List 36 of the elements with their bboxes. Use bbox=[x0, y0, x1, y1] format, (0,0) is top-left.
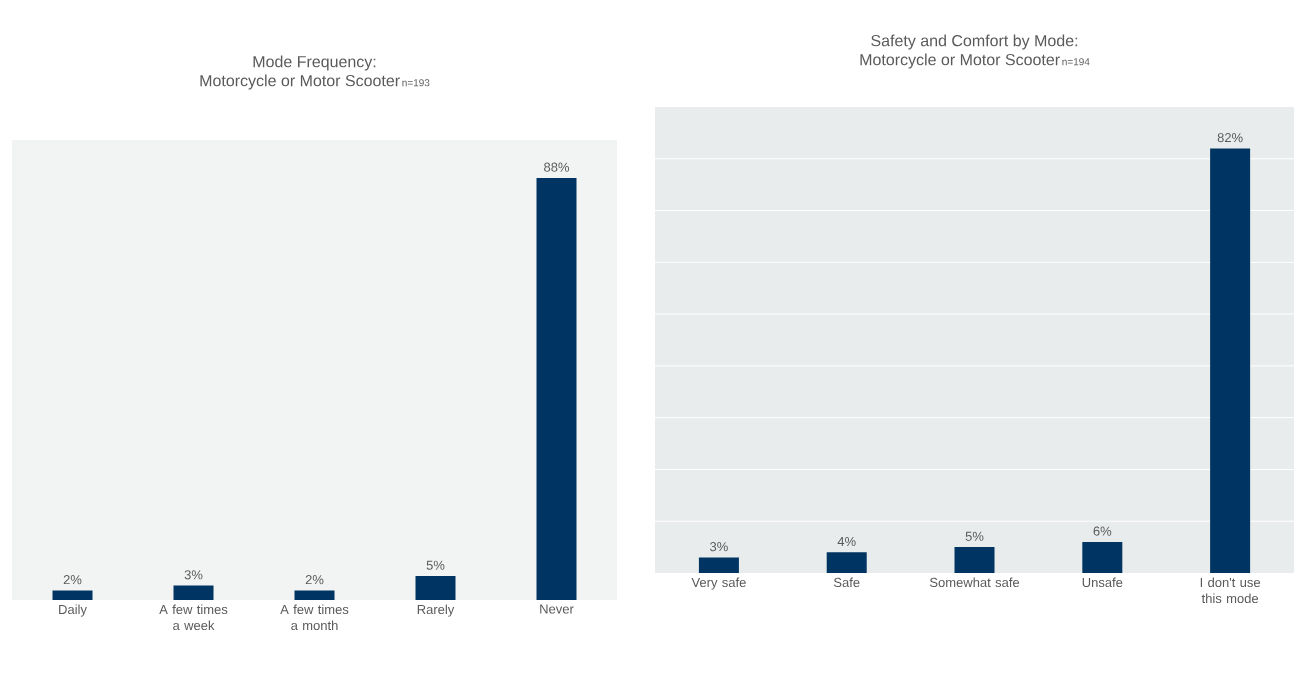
chart-title: Safety and Comfort by Mode: bbox=[871, 34, 1078, 50]
data-label: 3% bbox=[184, 570, 203, 580]
bar bbox=[173, 585, 214, 600]
data-label: 5% bbox=[965, 531, 984, 541]
x-tick-label: A few times a week bbox=[159, 604, 228, 631]
x-tick-label: Rarely bbox=[417, 604, 455, 617]
bar bbox=[536, 177, 577, 600]
data-label: 82% bbox=[1217, 133, 1243, 143]
data-label: 2% bbox=[63, 575, 82, 585]
data-label: 6% bbox=[1093, 526, 1112, 536]
x-tick-label: Daily bbox=[59, 604, 87, 617]
bar bbox=[1082, 541, 1123, 573]
x-tick-label: Never bbox=[540, 604, 574, 614]
x-tick-label: Somewhat safe bbox=[929, 577, 1020, 588]
x-tick-label: I don't use this mode bbox=[1200, 577, 1261, 604]
x-tick-label: Safe bbox=[833, 577, 860, 588]
text: n=193 bbox=[402, 79, 430, 87]
bar bbox=[698, 557, 739, 573]
x-tick-label: Very safe bbox=[691, 577, 746, 590]
data-label: 4% bbox=[837, 536, 856, 547]
text: n=194 bbox=[1062, 58, 1090, 66]
x-tick-label: A few times a month bbox=[280, 604, 349, 631]
bar bbox=[954, 547, 995, 573]
data-label: 5% bbox=[426, 560, 445, 570]
bar bbox=[415, 576, 456, 600]
data-label: 3% bbox=[710, 542, 728, 552]
x-tick-label: Unsafe bbox=[1082, 577, 1123, 588]
chart-subtitle: Motorcycle or Motor Scooter bbox=[860, 53, 1060, 69]
bar bbox=[294, 590, 335, 600]
data-label: 2% bbox=[305, 575, 324, 585]
bar bbox=[1210, 148, 1251, 573]
data-label: 88% bbox=[544, 162, 570, 172]
bar bbox=[826, 552, 867, 573]
chart-title: Mode Frequency: bbox=[253, 55, 376, 71]
chart-subtitle: Motorcycle or Motor Scooter bbox=[200, 74, 400, 90]
bar bbox=[52, 590, 93, 600]
